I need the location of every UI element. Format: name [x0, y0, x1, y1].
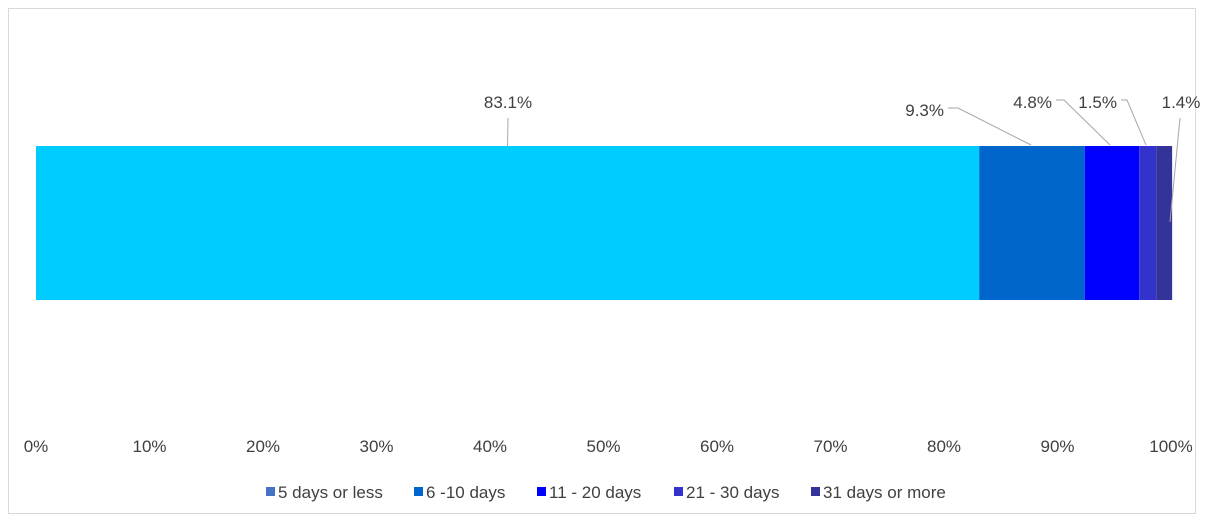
legend-swatch-1 — [266, 487, 275, 496]
legend-swatch-3 — [537, 487, 546, 496]
x-tick-label: 20% — [246, 437, 280, 456]
bar-segment-3 — [1084, 146, 1140, 300]
x-tick-label: 70% — [813, 437, 847, 456]
bar-segment-2 — [979, 146, 1085, 300]
x-tick-label: 30% — [359, 437, 393, 456]
x-tick-label: 100% — [1149, 437, 1192, 456]
x-tick-label: 50% — [586, 437, 620, 456]
bar-segment-4 — [1139, 146, 1157, 300]
leader-line-5 — [1169, 117, 1181, 223]
legend-swatch-2 — [414, 487, 423, 496]
data-label-2: 9.3% — [905, 101, 944, 120]
legend-label-5: 31 days or more — [823, 483, 946, 502]
legend-label-4: 21 - 30 days — [686, 483, 780, 502]
legend-label-3: 11 - 20 days — [549, 483, 641, 502]
data-label-1: 83.1% — [484, 93, 532, 112]
leader-line-4 — [1121, 99, 1147, 146]
x-tick-label: 80% — [927, 437, 961, 456]
x-tick-label: 0% — [24, 437, 49, 456]
x-tick-label: 40% — [473, 437, 507, 456]
legend-label-1: 5 days or less — [278, 483, 383, 502]
data-label-3: 4.8% — [1013, 93, 1052, 112]
data-label-5: 1.4% — [1162, 93, 1201, 112]
legend-label-2: 6 -10 days — [426, 483, 505, 502]
leader-line-3 — [1056, 99, 1111, 146]
x-tick-label: 10% — [132, 437, 166, 456]
legend-swatch-4 — [674, 487, 683, 496]
leader-line-2 — [948, 107, 1032, 146]
bar-segment-5 — [1156, 146, 1173, 300]
data-label-4: 1.5% — [1078, 93, 1117, 112]
x-tick-label: 60% — [700, 437, 734, 456]
legend-swatch-5 — [811, 487, 820, 496]
bar-segment-1 — [36, 146, 980, 300]
x-tick-label: 90% — [1040, 437, 1074, 456]
